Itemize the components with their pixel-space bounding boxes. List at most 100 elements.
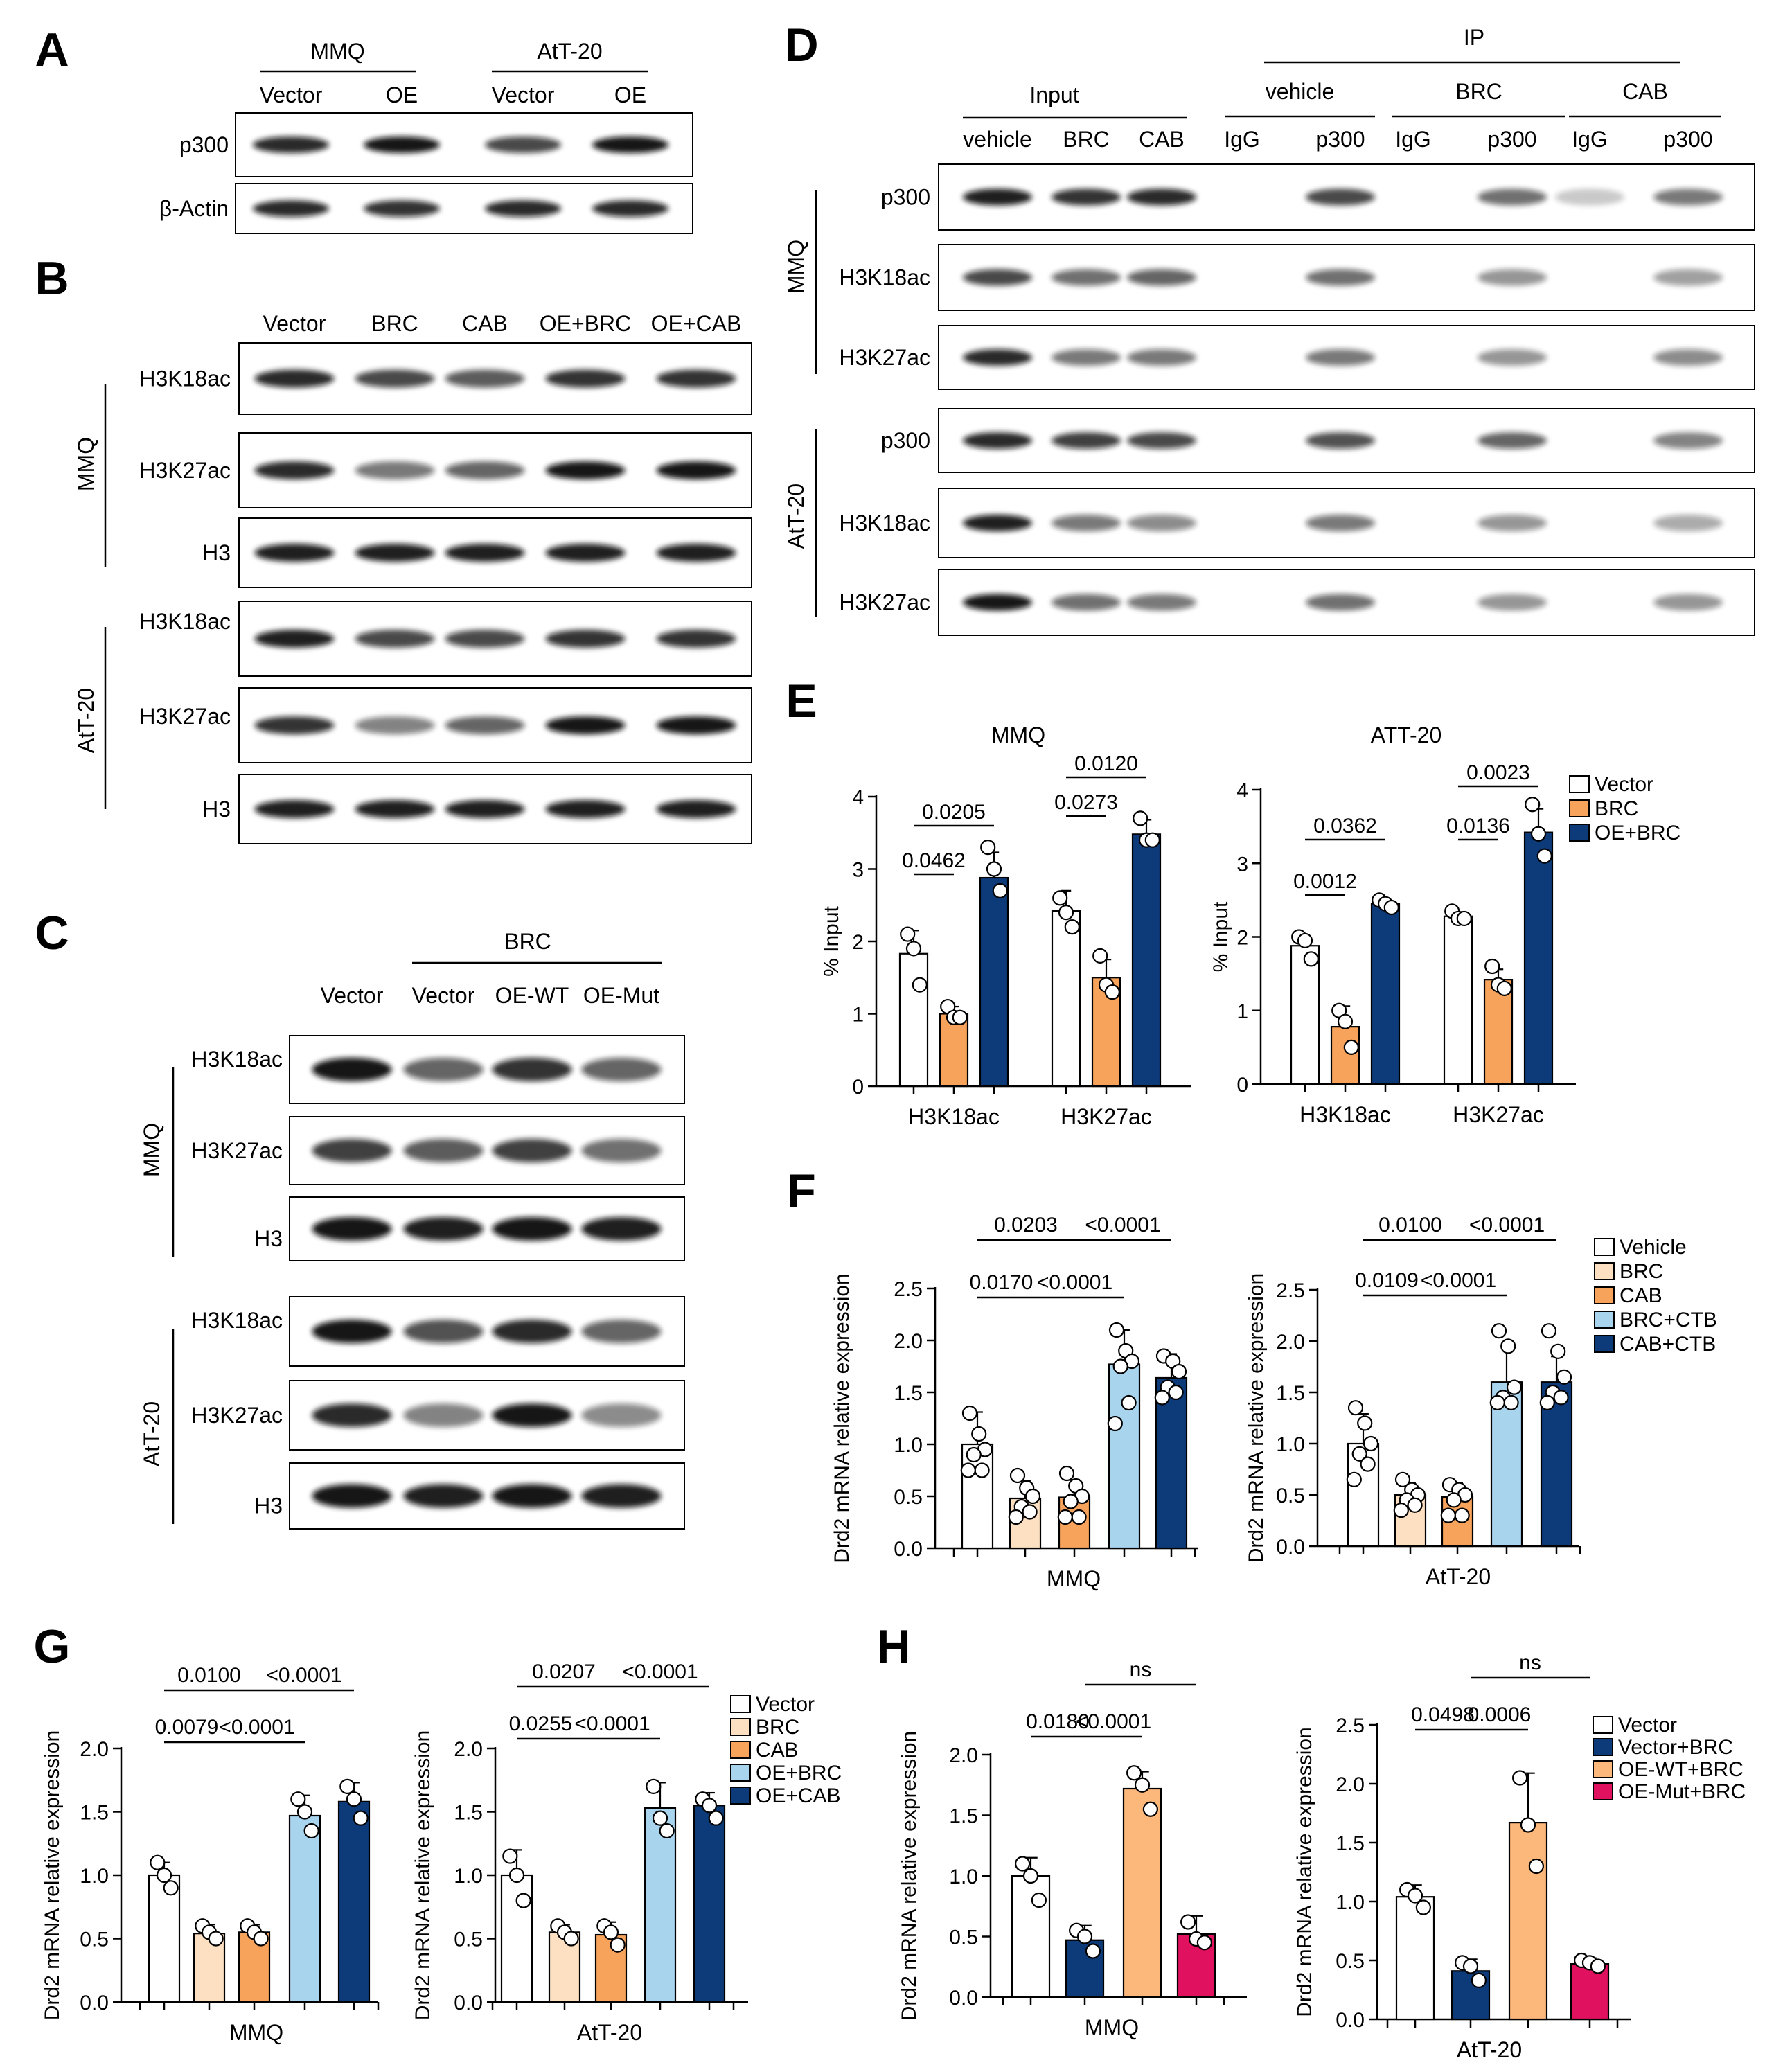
legend-label: Vector+BRC <box>1618 1736 1733 1759</box>
group-label: AtT-20 <box>139 1401 164 1466</box>
group-label: MMQ <box>310 39 364 64</box>
band <box>445 544 525 562</box>
data-point <box>346 1791 362 1807</box>
data-point <box>652 1810 668 1826</box>
x-category-label: H3K27ac <box>1061 1104 1152 1129</box>
group-label: AtT-20 <box>783 484 808 549</box>
data-point <box>646 1778 662 1794</box>
p-value-label: <0.0001 <box>574 1712 650 1735</box>
data-point <box>912 977 928 993</box>
data-point <box>1491 1323 1507 1339</box>
x-axis-label: AtT-20 <box>1457 2037 1522 2062</box>
p-value-label: <0.0001 <box>622 1660 698 1683</box>
panel-letter-E: E <box>786 675 817 727</box>
data-point <box>1031 1892 1047 1908</box>
band <box>1052 594 1121 611</box>
band <box>253 136 329 153</box>
band <box>403 1484 484 1508</box>
band <box>312 1484 392 1508</box>
data-point <box>701 1798 718 1814</box>
data-point <box>1121 1394 1137 1411</box>
band <box>364 136 440 153</box>
y-tick-label: 0.0 <box>80 1992 109 2014</box>
p-value-label: <0.0001 <box>1037 1271 1112 1294</box>
x-axis-label: AtT-20 <box>577 2020 642 2045</box>
band <box>963 269 1032 286</box>
legend-swatch <box>1593 1782 1613 1800</box>
data-point <box>353 1810 369 1826</box>
legend-label: Vector <box>1618 1714 1677 1737</box>
panel-letter-D: D <box>784 19 818 71</box>
y-tick-label: 2.0 <box>80 1738 109 1761</box>
y-tick-label: 1.5 <box>1276 1382 1305 1405</box>
band <box>492 1058 572 1081</box>
data-point <box>1085 1943 1101 1959</box>
ip-label: IP <box>1464 25 1484 50</box>
band <box>963 432 1032 449</box>
legend-swatch <box>1594 1335 1615 1353</box>
bar-vector <box>1290 945 1320 1085</box>
legend-swatch <box>1594 1286 1615 1304</box>
y-tick-label: 2.0 <box>1276 1331 1305 1354</box>
band <box>1478 269 1547 286</box>
data-point <box>1590 1958 1606 1974</box>
y-tick-label: 1.0 <box>454 1865 483 1888</box>
data-point <box>1363 1435 1379 1452</box>
bar-vector <box>1395 1896 1435 2021</box>
data-point <box>502 1848 518 1864</box>
data-point <box>966 1446 982 1463</box>
group-label: MMQ <box>73 437 98 491</box>
legend-swatch <box>730 1718 751 1736</box>
band <box>403 1403 484 1427</box>
y-tick-label: 2.0 <box>454 1738 483 1761</box>
band <box>1306 349 1375 366</box>
y-axis-label: Drd2 mRNA relative expression <box>411 1730 434 2021</box>
band <box>312 1403 392 1427</box>
band <box>1306 432 1375 449</box>
band <box>1052 515 1121 531</box>
input-label: Input <box>1029 82 1079 107</box>
data-point <box>1415 1899 1431 1915</box>
band <box>492 1217 572 1241</box>
data-point <box>603 1924 619 1940</box>
p-value-label: <0.0001 <box>1421 1269 1496 1292</box>
lane-label: Vector <box>492 82 555 107</box>
data-point <box>1360 1456 1376 1472</box>
ip-group-label: BRC <box>1455 79 1502 104</box>
y-axis-label: % Input <box>1209 901 1232 972</box>
band <box>545 630 626 648</box>
data-point <box>1539 1394 1555 1410</box>
lane-label: IgG <box>1395 127 1431 152</box>
band <box>545 461 626 479</box>
lane-label: IgG <box>1572 127 1608 152</box>
panel-letter-H: H <box>876 1620 910 1673</box>
blot-label: H3K18ac <box>191 1047 283 1072</box>
data-point <box>1024 1488 1041 1505</box>
legend-swatch <box>1594 1311 1615 1329</box>
legend-label: OE+BRC <box>1595 822 1680 844</box>
y-tick-label: 2.5 <box>1336 1714 1365 1737</box>
band <box>312 1058 392 1081</box>
y-axis-label: % Input <box>820 905 843 976</box>
band <box>656 461 736 479</box>
data-point <box>1530 826 1547 842</box>
lane-label: p300 <box>1663 127 1712 152</box>
p-value-label: 0.0273 <box>1054 791 1118 814</box>
data-point <box>1407 1497 1423 1513</box>
band <box>485 136 561 153</box>
band <box>1478 515 1547 531</box>
x-category-label: H3K18ac <box>1299 1102 1391 1127</box>
legend-label: CAB <box>1620 1284 1662 1307</box>
band <box>254 369 335 388</box>
band <box>1127 349 1196 366</box>
data-point <box>296 1804 313 1820</box>
legend-swatch <box>730 1764 751 1782</box>
y-tick-label: 0.5 <box>894 1486 923 1509</box>
blot-label: H3K18ac <box>839 265 930 290</box>
x-axis-label: AtT-20 <box>1426 1564 1491 1589</box>
band <box>492 1484 572 1508</box>
p-value-label: 0.0180 <box>1026 1710 1090 1733</box>
data-point <box>156 1867 172 1884</box>
data-point <box>974 1462 990 1478</box>
group-label: AtT-20 <box>537 39 602 64</box>
